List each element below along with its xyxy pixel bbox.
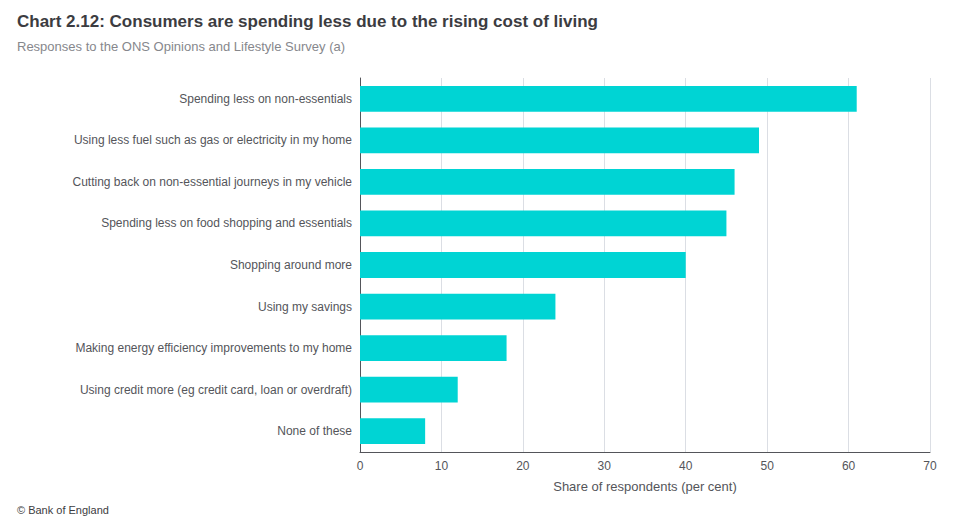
svg-text:70: 70 bbox=[923, 459, 937, 473]
svg-text:Cutting back on non-essential: Cutting back on non-essential journeys i… bbox=[73, 175, 353, 189]
svg-text:Chart 2.12: Consumers are spen: Chart 2.12: Consumers are spending less … bbox=[17, 12, 598, 31]
svg-text:Using credit more (eg credit c: Using credit more (eg credit card, loan … bbox=[80, 383, 352, 397]
svg-text:Using my savings: Using my savings bbox=[258, 300, 352, 314]
svg-text:Responses to the ONS Opinions: Responses to the ONS Opinions and Lifest… bbox=[17, 39, 345, 54]
svg-text:60: 60 bbox=[842, 459, 856, 473]
svg-text:None of these: None of these bbox=[277, 424, 352, 438]
svg-text:10: 10 bbox=[435, 459, 449, 473]
svg-text:0: 0 bbox=[357, 459, 364, 473]
svg-text:30: 30 bbox=[598, 459, 612, 473]
svg-text:20: 20 bbox=[516, 459, 530, 473]
svg-text:Using less fuel such as gas or: Using less fuel such as gas or electrici… bbox=[74, 133, 352, 147]
svg-text:50: 50 bbox=[760, 459, 774, 473]
svg-text:Making energy efficiency impro: Making energy efficiency improvements to… bbox=[75, 341, 352, 355]
svg-text:Spending less on food shopping: Spending less on food shopping and essen… bbox=[101, 216, 352, 230]
svg-text:40: 40 bbox=[679, 459, 693, 473]
svg-text:© Bank of England: © Bank of England bbox=[17, 504, 109, 516]
svg-text:Shopping around more: Shopping around more bbox=[230, 258, 352, 272]
svg-text:Share of respondents (per cent: Share of respondents (per cent) bbox=[553, 479, 737, 494]
svg-text:Spending less on non-essential: Spending less on non-essentials bbox=[179, 92, 352, 106]
